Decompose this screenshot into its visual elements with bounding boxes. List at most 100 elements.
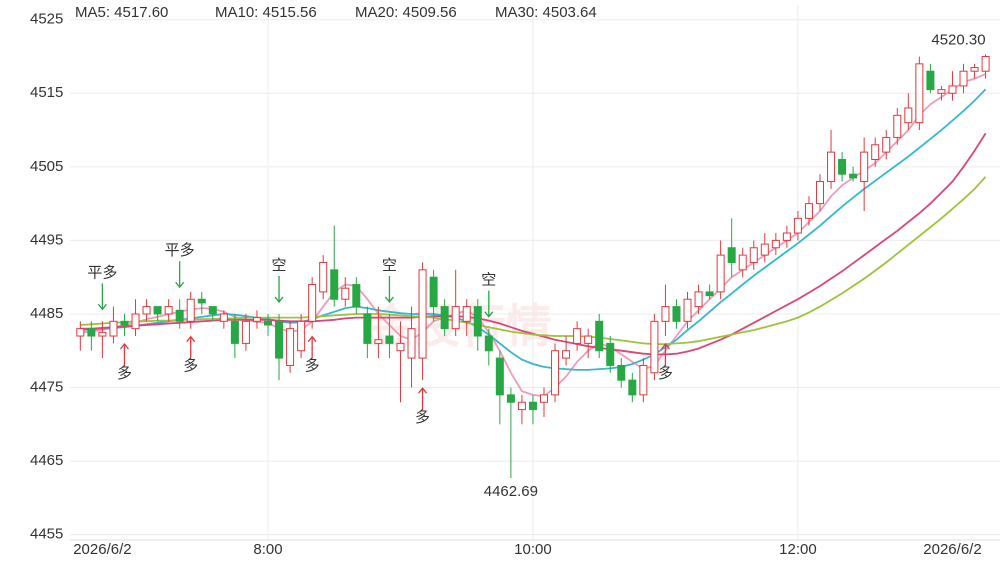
candle-body bbox=[241, 320, 250, 344]
extreme-label: 4462.69 bbox=[484, 483, 538, 500]
signal-arrow bbox=[175, 261, 185, 289]
y-tick-label: 4495 bbox=[30, 231, 63, 248]
extreme-label: 4520.30 bbox=[931, 31, 985, 48]
signal-arrow bbox=[274, 275, 284, 303]
signal-label: 空 bbox=[382, 257, 397, 274]
candle-body bbox=[771, 239, 780, 249]
candle-body bbox=[197, 298, 206, 304]
ma-line bbox=[80, 176, 987, 345]
y-tick-label: 4515 bbox=[30, 84, 63, 101]
candle-body bbox=[109, 320, 118, 337]
candle-body bbox=[562, 350, 571, 359]
candle-body bbox=[716, 254, 725, 293]
candle-body bbox=[297, 320, 306, 352]
candle-body bbox=[517, 401, 526, 411]
candle-body bbox=[661, 306, 670, 322]
candle-body bbox=[904, 107, 913, 124]
candle-body bbox=[948, 85, 957, 94]
candle-body bbox=[495, 357, 504, 396]
candle-body bbox=[540, 394, 548, 403]
legend-label: MA20: 4509.56 bbox=[355, 4, 457, 21]
candle-body bbox=[308, 284, 317, 322]
candle-body bbox=[849, 173, 858, 179]
legend-label: MA5: 4517.60 bbox=[75, 4, 168, 21]
candle-body bbox=[760, 243, 769, 256]
candle-body bbox=[617, 364, 626, 381]
candle-body bbox=[363, 313, 372, 344]
legend-label: MA10: 4515.56 bbox=[215, 4, 317, 21]
signal-arrow bbox=[384, 275, 394, 303]
candle-body bbox=[937, 89, 946, 94]
candle-body bbox=[705, 291, 714, 297]
candle-body bbox=[804, 203, 813, 219]
candle-body bbox=[639, 364, 648, 396]
candle-body bbox=[959, 70, 968, 87]
y-tick-label: 4505 bbox=[30, 158, 63, 175]
candle-body bbox=[793, 217, 802, 234]
candle-body bbox=[926, 70, 935, 91]
candle-body bbox=[252, 317, 261, 322]
y-tick-label: 4525 bbox=[30, 11, 63, 28]
legend-label: MA30: 4503.64 bbox=[495, 4, 597, 21]
y-tick-label: 4475 bbox=[30, 378, 63, 395]
candle-body bbox=[882, 136, 891, 153]
signal-label: 多 bbox=[117, 365, 132, 382]
candle-body bbox=[374, 339, 383, 344]
x-tick-label: 12:00 bbox=[779, 541, 817, 558]
candle-body bbox=[584, 335, 593, 344]
candle-body bbox=[506, 394, 515, 403]
signal-arrow bbox=[660, 342, 670, 367]
candle-body bbox=[672, 306, 681, 322]
signal-label: 空 bbox=[272, 257, 287, 274]
candle-body bbox=[650, 320, 659, 374]
candle-body bbox=[694, 291, 703, 308]
candle-body bbox=[407, 328, 416, 359]
candle-body bbox=[738, 254, 747, 271]
candle-body bbox=[595, 320, 604, 352]
y-tick-label: 4485 bbox=[30, 305, 63, 322]
candle-body bbox=[98, 331, 107, 337]
candle-body bbox=[286, 328, 295, 366]
candle-body bbox=[871, 144, 880, 160]
signal-label: 多 bbox=[415, 409, 430, 426]
candle-body bbox=[153, 306, 162, 315]
candle-body bbox=[352, 284, 361, 308]
signal-label: 空 bbox=[481, 272, 496, 289]
y-tick-label: 4455 bbox=[30, 526, 63, 543]
candle-body bbox=[131, 313, 140, 330]
candle-body bbox=[606, 342, 615, 366]
candle-body bbox=[319, 261, 328, 293]
candle-body bbox=[915, 63, 924, 124]
candle-body bbox=[827, 151, 836, 183]
candle-body bbox=[462, 306, 471, 322]
candle-body bbox=[330, 269, 339, 300]
candle-body bbox=[749, 247, 758, 263]
candle-body bbox=[484, 335, 493, 352]
signal-arrow bbox=[418, 387, 428, 411]
signal-arrow bbox=[97, 283, 107, 311]
signal-label: 多 bbox=[305, 358, 320, 375]
candle-body bbox=[208, 306, 217, 315]
signal-arrow bbox=[484, 290, 494, 318]
candle-body bbox=[981, 55, 990, 72]
candle-body bbox=[87, 328, 96, 337]
y-tick-label: 4465 bbox=[30, 452, 63, 469]
candle-body bbox=[264, 320, 272, 326]
candle-body bbox=[838, 158, 847, 175]
candle-body bbox=[341, 287, 350, 300]
candle-body bbox=[551, 350, 560, 396]
candle-body bbox=[219, 313, 228, 322]
candle-body bbox=[440, 306, 449, 330]
candle-body bbox=[429, 276, 438, 308]
candle-body bbox=[451, 306, 460, 330]
signal-arrow bbox=[186, 335, 196, 359]
x-tick-label: 2026/6/2 bbox=[73, 541, 131, 558]
ma-line bbox=[80, 88, 987, 371]
x-tick-label: 2026/6/2 bbox=[923, 541, 981, 558]
signal-label: 多 bbox=[183, 358, 198, 375]
signal-arrow bbox=[307, 335, 317, 359]
candle-body bbox=[573, 328, 582, 344]
x-tick-label: 8:00 bbox=[253, 541, 282, 558]
